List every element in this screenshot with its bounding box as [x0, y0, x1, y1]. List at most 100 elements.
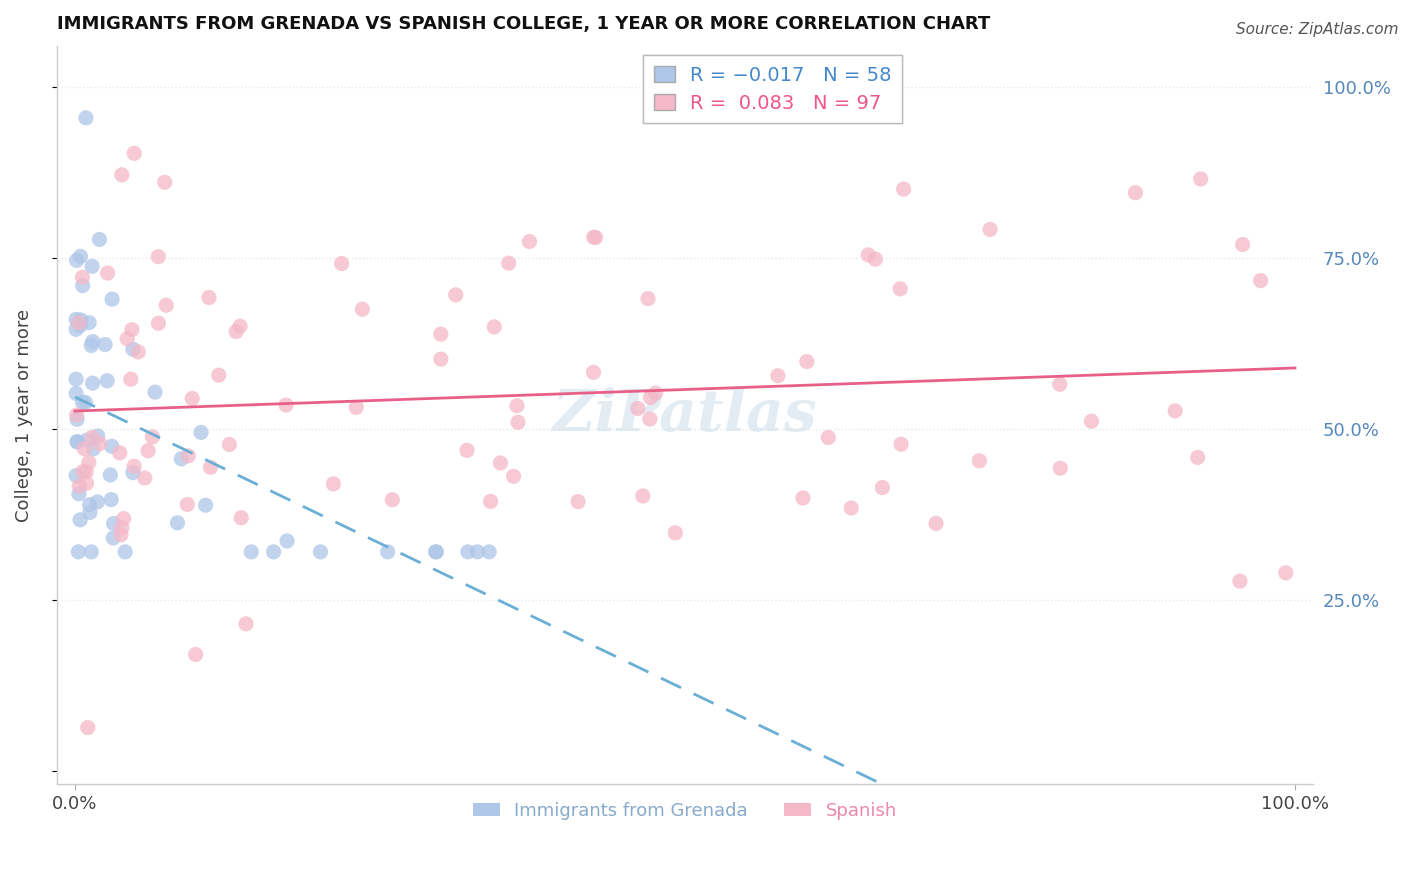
Point [67, 316, 90, 330]
Point [82, 376, 104, 390]
Point [184, 648, 207, 662]
Point [65, 322, 87, 336]
Point [115, 332, 138, 346]
Point [352, 302, 374, 317]
Point [1080, 414, 1102, 428]
Point [66, 408, 89, 422]
Point [73, 442, 96, 456]
Point [72, 465, 94, 479]
Point [240, 545, 263, 559]
Point [110, 528, 132, 542]
Point [498, 256, 520, 270]
Point [190, 425, 212, 440]
Point [111, 520, 134, 534]
Point [79, 505, 101, 519]
Point [66, 434, 89, 449]
Point [120, 372, 142, 386]
Point [225, 325, 247, 339]
Point [103, 516, 125, 531]
Point [82, 430, 104, 444]
Point [75, 465, 97, 479]
Point [80, 338, 103, 352]
Point [103, 531, 125, 545]
Point [489, 456, 512, 470]
Point [425, 545, 447, 559]
Point [65, 372, 87, 386]
Point [381, 492, 404, 507]
Point [839, 501, 862, 516]
Point [108, 446, 131, 460]
Point [67, 487, 90, 501]
Point [114, 545, 136, 559]
Point [979, 222, 1001, 236]
Point [1049, 461, 1071, 475]
Point [101, 292, 124, 306]
Point [1187, 450, 1209, 465]
Point [176, 498, 198, 512]
Point [1125, 186, 1147, 200]
Point [627, 401, 650, 416]
Point [72, 270, 94, 285]
Point [177, 449, 200, 463]
Point [86, 495, 108, 509]
Point [502, 469, 524, 483]
Point [100, 439, 122, 453]
Point [478, 545, 501, 559]
Point [148, 316, 170, 330]
Point [77, 455, 100, 469]
Point [1229, 574, 1251, 588]
Point [100, 492, 122, 507]
Point [322, 476, 344, 491]
Point [89, 436, 111, 450]
Y-axis label: College, 1 year or more: College, 1 year or more [15, 309, 32, 522]
Point [94, 337, 117, 351]
Point [89, 232, 111, 246]
Point [637, 292, 659, 306]
Point [148, 250, 170, 264]
Point [98, 467, 121, 482]
Point [72, 278, 94, 293]
Point [582, 365, 605, 379]
Point [640, 391, 662, 405]
Point [122, 459, 145, 474]
Point [925, 516, 948, 531]
Point [425, 545, 447, 559]
Point [69, 513, 91, 527]
Point [77, 316, 100, 330]
Point [112, 511, 135, 525]
Point [969, 454, 991, 468]
Point [479, 494, 502, 508]
Point [111, 168, 134, 182]
Point [134, 471, 156, 485]
Point [766, 368, 789, 383]
Legend: Immigrants from Grenada, Spanish: Immigrants from Grenada, Spanish [465, 795, 904, 827]
Point [467, 545, 489, 559]
Point [456, 443, 478, 458]
Point [127, 345, 149, 359]
Point [80, 260, 103, 274]
Point [121, 323, 143, 337]
Point [67, 545, 90, 559]
Point [1250, 274, 1272, 288]
Point [631, 489, 654, 503]
Point [122, 343, 145, 357]
Point [76, 476, 98, 491]
Point [141, 430, 163, 444]
Point [506, 415, 529, 429]
Text: ZiPatlas: ZiPatlas [553, 387, 817, 443]
Point [585, 230, 607, 244]
Point [865, 252, 887, 267]
Point [330, 256, 353, 270]
Point [377, 545, 399, 559]
Point [136, 443, 159, 458]
Point [170, 451, 193, 466]
Point [638, 412, 661, 426]
Point [122, 146, 145, 161]
Point [198, 291, 221, 305]
Point [519, 235, 541, 249]
Point [69, 249, 91, 263]
Point [153, 175, 176, 189]
Point [96, 374, 118, 388]
Point [796, 354, 818, 368]
Point [194, 498, 217, 512]
